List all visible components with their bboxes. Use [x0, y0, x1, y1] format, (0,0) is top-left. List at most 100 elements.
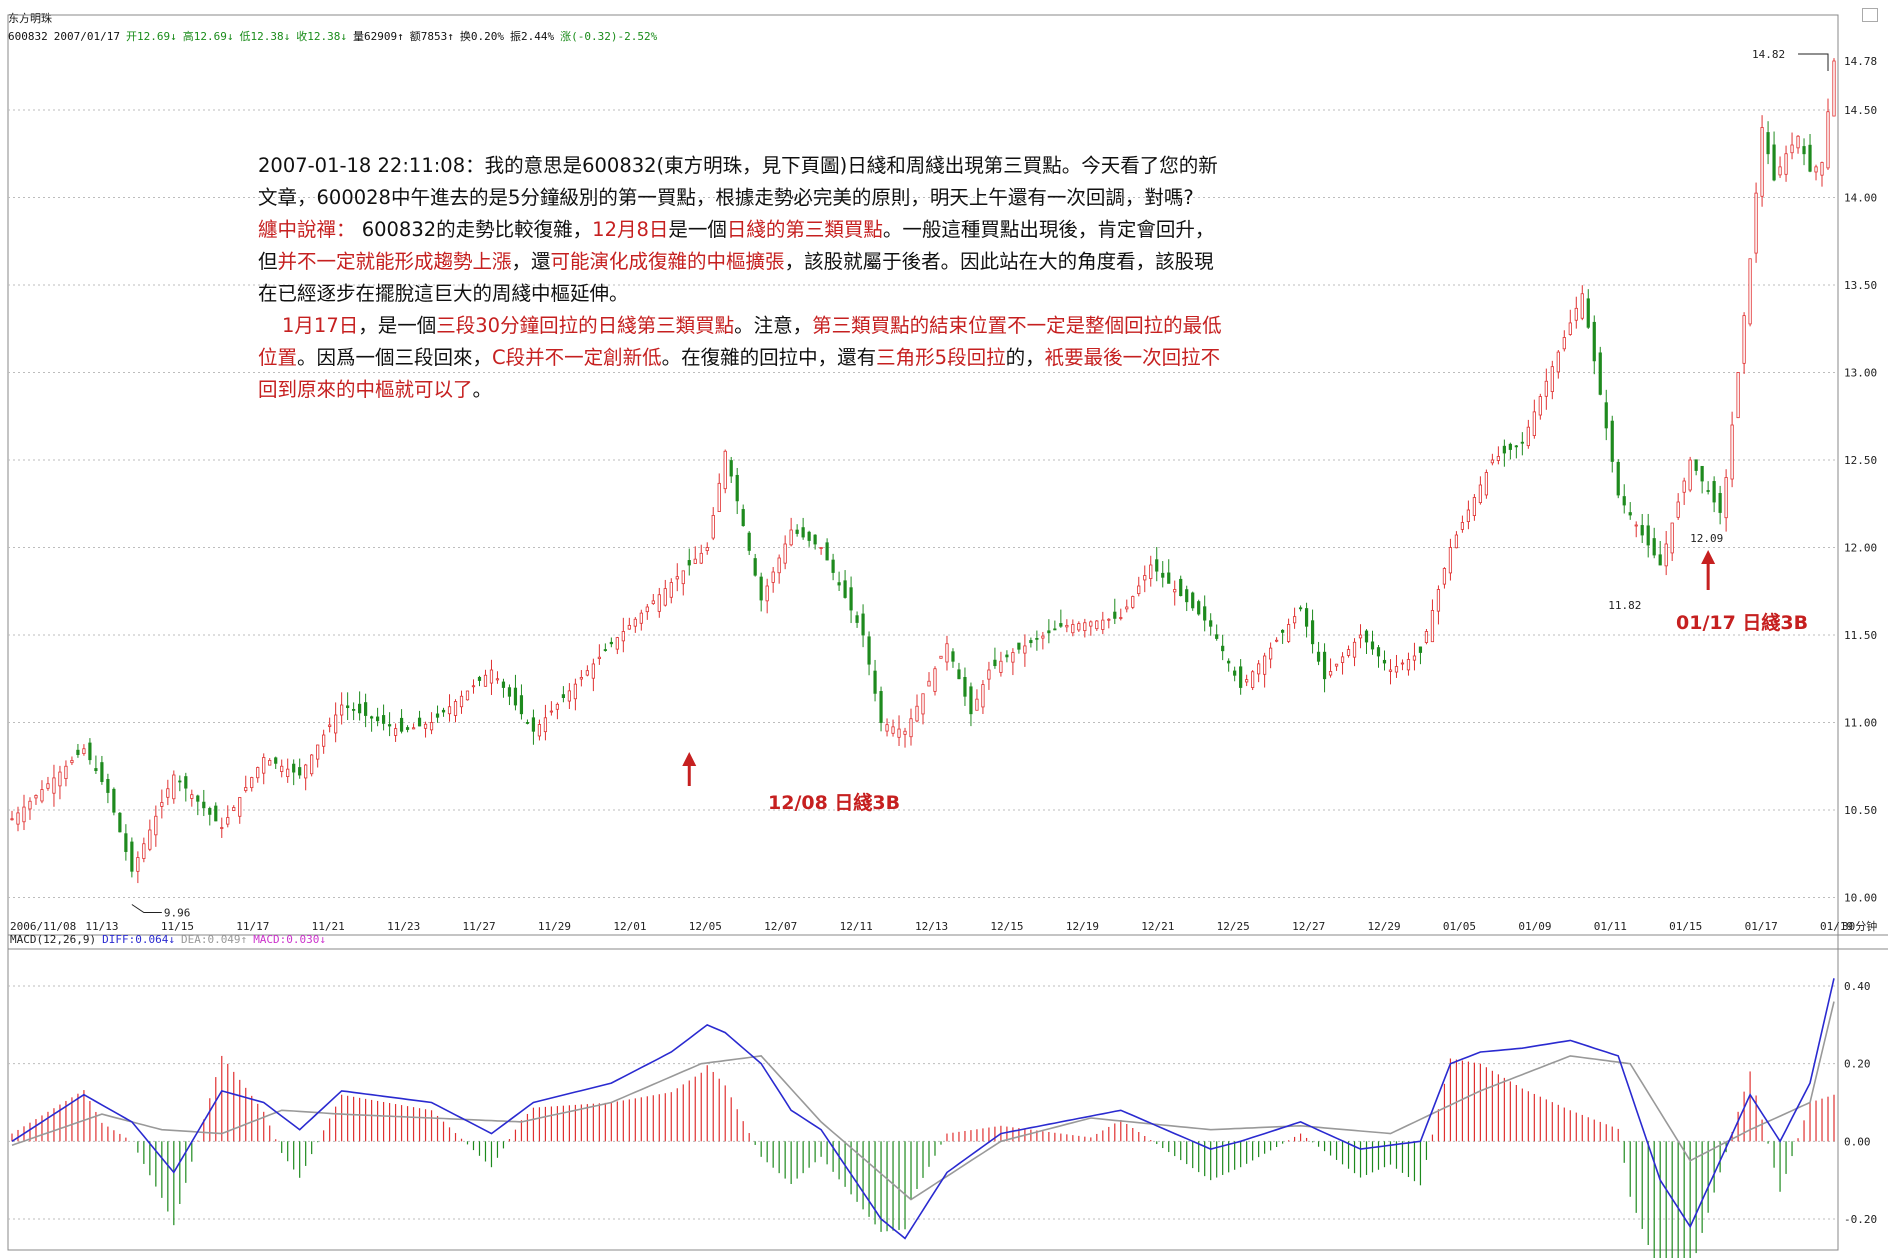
candle [1442, 567, 1447, 589]
price-tick-label: 14.00 [1844, 192, 1877, 205]
candle [567, 683, 571, 709]
candle [82, 744, 86, 756]
candle [298, 758, 302, 779]
candle [1514, 445, 1518, 459]
candle [1826, 98, 1830, 171]
candle [675, 563, 679, 592]
candle [1556, 349, 1560, 379]
candle [1328, 658, 1333, 678]
candle [88, 738, 92, 765]
candle [1233, 666, 1237, 682]
candle [238, 797, 242, 824]
candle [777, 554, 781, 584]
time-tick-label: 12/27 [1292, 920, 1325, 933]
candle [1448, 538, 1453, 581]
candle [1077, 621, 1081, 632]
candle [1011, 648, 1015, 676]
candle [1292, 607, 1297, 629]
candle [1364, 629, 1369, 654]
candle [885, 718, 889, 737]
candle [951, 648, 955, 668]
candle [1035, 630, 1039, 651]
candle [250, 776, 254, 792]
candle [166, 779, 170, 806]
candle [1310, 609, 1315, 654]
candle [1059, 609, 1063, 628]
time-tick-label: 01/17 [1745, 920, 1778, 933]
candle [214, 802, 218, 822]
candle [639, 609, 643, 631]
candle [993, 647, 997, 669]
candle [190, 789, 194, 807]
candle [1245, 674, 1249, 687]
candle [28, 797, 32, 820]
candle [1358, 624, 1363, 649]
quote-bar: 600832 2007/01/17 开12.69↓ 高12.69↓ 低12.38↓ 收12… [8, 28, 663, 44]
candle [1215, 624, 1219, 641]
candle [1382, 650, 1387, 671]
candle [358, 691, 362, 721]
price-annotations: 9.96 11.82 12.09 14.82 14.78 [131, 48, 1877, 920]
candle [801, 517, 805, 540]
candle [1532, 399, 1536, 439]
price-grid [7, 14, 1888, 1251]
candle [1209, 613, 1213, 636]
candle [987, 661, 991, 690]
candle [843, 570, 847, 599]
candle [1616, 459, 1620, 499]
settings-icon[interactable] [1862, 8, 1878, 22]
time-axis: 2006/11/08 11/13 11/15 11/17 11/21 11/23 11/27… [10, 919, 1877, 933]
period-label: 30分钟 [1842, 919, 1877, 933]
buy-arrow-1208-head [682, 752, 697, 766]
candle [1352, 638, 1357, 667]
candle [1652, 527, 1656, 559]
candle [268, 758, 272, 766]
candle [262, 753, 266, 785]
time-tick-label: 12/21 [1141, 920, 1174, 933]
macd-header: MACD(12,26,9) DIFF:0.064↓ DEA:0.049↑ MACD:0… [10, 933, 326, 946]
candle [819, 547, 823, 555]
candle [531, 709, 536, 745]
candle [747, 531, 751, 556]
candle [148, 819, 152, 852]
candle [1095, 620, 1099, 631]
candle [70, 756, 74, 766]
candle [1239, 659, 1243, 695]
candle [591, 658, 595, 692]
candle [447, 694, 452, 722]
candle [549, 701, 554, 716]
candle [585, 665, 589, 677]
candle [879, 686, 883, 732]
candle [1298, 605, 1303, 612]
candle [1179, 575, 1183, 597]
candle [1508, 442, 1512, 460]
candle [1832, 58, 1836, 117]
price-tick-label: 13.50 [1844, 279, 1877, 292]
candle [292, 759, 296, 786]
candle [1185, 585, 1189, 612]
candle [411, 723, 416, 730]
time-tick-label: 11/27 [463, 920, 496, 933]
price-tick-label: 10.50 [1844, 804, 1877, 817]
candle [1394, 654, 1399, 678]
candle [154, 805, 158, 847]
candle [52, 764, 56, 807]
candle [1304, 602, 1309, 638]
candle [1766, 121, 1770, 165]
candle [1664, 531, 1668, 576]
candle [789, 517, 793, 547]
change: 涨(-0.32)-2.52% [560, 30, 658, 43]
candle [1143, 565, 1147, 593]
commentary-line: 文章，600028中午進去的是5分鐘級別的第一買點，根據走勢必完美的原則，明天上… [258, 186, 1194, 209]
buy-point-label-1208: 12/08 日綫3B [768, 792, 901, 814]
time-tick-label: 11/29 [538, 920, 571, 933]
candle [322, 729, 326, 754]
low-price: 低12.38↓ [239, 30, 291, 43]
candle [1568, 309, 1572, 336]
candle [1406, 652, 1411, 676]
candle [1376, 645, 1381, 668]
candle [621, 617, 625, 653]
candle [1137, 576, 1141, 597]
candle [999, 651, 1003, 677]
candle [1742, 312, 1746, 374]
